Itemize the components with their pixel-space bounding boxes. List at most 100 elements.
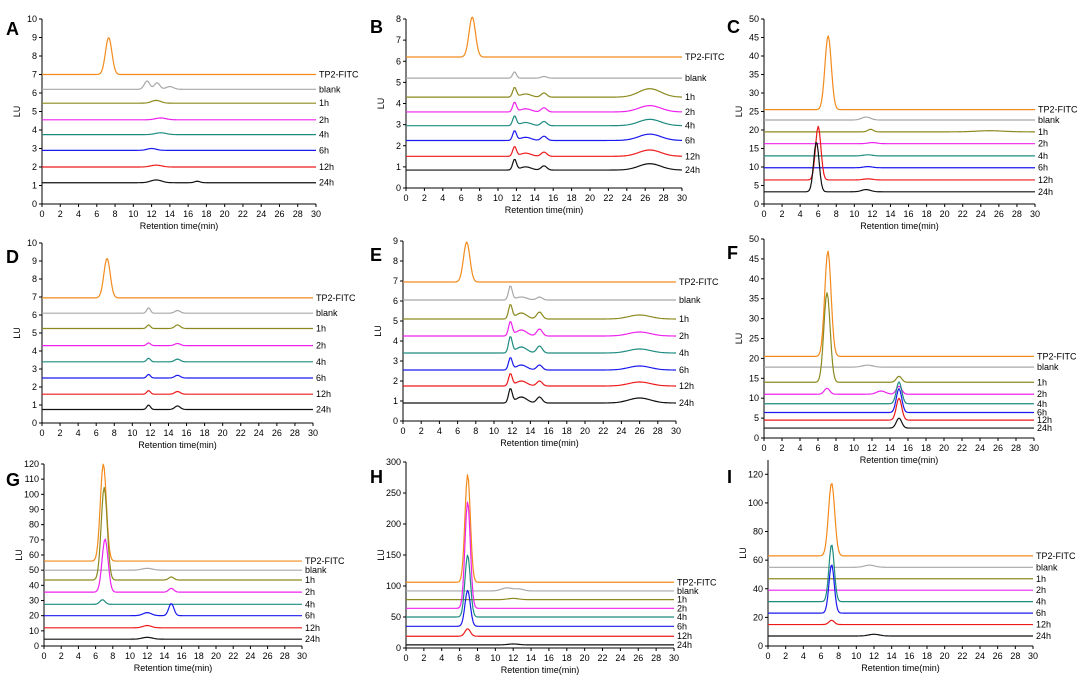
y-tick-label: 15 xyxy=(749,373,759,383)
trace-label: blank xyxy=(685,73,707,83)
y-tick-label: 2 xyxy=(32,162,37,172)
y-tick-label: 40 xyxy=(749,274,759,284)
y-tick-label: 2 xyxy=(32,382,37,392)
x-tick-label: 6 xyxy=(94,428,99,438)
x-tick-label: 18 xyxy=(200,428,210,438)
x-tick-label: 14 xyxy=(525,426,535,436)
x-tick-label: 28 xyxy=(659,193,669,203)
trace-tp2-fitc xyxy=(42,37,316,76)
trace-label: 1h xyxy=(305,575,315,585)
trace-tp2-fitc xyxy=(406,474,674,583)
y-tick-label: 3 xyxy=(32,144,37,154)
x-tick-label: 14 xyxy=(159,651,169,661)
x-tick-label: 30 xyxy=(677,193,687,203)
y-tick-label: 5 xyxy=(754,181,759,191)
y-tick-label: 10 xyxy=(749,393,759,403)
y-tick-label: 5 xyxy=(32,328,37,338)
trace-label: 24h xyxy=(679,398,694,408)
trace-24h xyxy=(44,636,302,640)
trace-1h xyxy=(403,304,676,320)
x-tick-label: 0 xyxy=(400,426,405,436)
y-tick-label: 70 xyxy=(29,535,39,545)
x-axis-title: Retention time(min) xyxy=(134,663,213,673)
x-tick-label: 30 xyxy=(1028,651,1038,661)
trace-label: TP2-FITC xyxy=(1036,551,1076,561)
y-tick-label: 25 xyxy=(749,107,759,117)
x-tick-label: 26 xyxy=(263,651,273,661)
trace-blank xyxy=(44,567,302,571)
x-tick-label: 8 xyxy=(110,651,115,661)
panel-letter: C xyxy=(727,17,740,37)
x-tick-label: 28 xyxy=(280,651,290,661)
x-axis-title: Retention time(min) xyxy=(860,455,939,465)
trace-label: 24h xyxy=(316,405,331,415)
x-tick-label: 14 xyxy=(526,653,536,663)
trace-6h xyxy=(44,603,302,617)
x-axis-title: Retention time(min) xyxy=(500,438,579,448)
x-tick-label: 12 xyxy=(867,209,877,219)
y-tick-label: 8 xyxy=(32,274,37,284)
trace-4h xyxy=(406,115,683,127)
y-tick-label: 90 xyxy=(29,505,39,515)
trace-label: 2h xyxy=(319,115,329,125)
x-tick-label: 18 xyxy=(921,443,931,453)
x-tick-label: 4 xyxy=(76,209,81,219)
trace-12h xyxy=(764,397,1034,421)
x-tick-label: 20 xyxy=(940,209,950,219)
trace-24h xyxy=(768,633,1033,637)
y-tick-label: 9 xyxy=(32,256,37,266)
y-tick-label: 4 xyxy=(32,125,37,135)
x-tick-label: 12 xyxy=(869,651,879,661)
x-tick-label: 8 xyxy=(477,193,482,203)
trace-tp2-fitc xyxy=(764,250,1034,358)
x-tick-label: 10 xyxy=(125,651,135,661)
trace-label: 4h xyxy=(1038,151,1048,161)
x-tick-label: 16 xyxy=(904,651,914,661)
x-tick-label: 0 xyxy=(403,193,408,203)
trace-1h xyxy=(42,99,316,104)
trace-label: TP2-FITC xyxy=(685,52,725,62)
trace-label: 6h xyxy=(1036,608,1046,618)
trace-label: 2h xyxy=(305,587,315,597)
x-tick-label: 4 xyxy=(440,193,445,203)
trace-6h xyxy=(406,589,674,627)
trace-tp2-fitc xyxy=(403,241,676,283)
y-tick-label: 120 xyxy=(24,459,39,469)
x-tick-label: 4 xyxy=(437,426,442,436)
trace-12h xyxy=(42,164,316,168)
trace-24h xyxy=(403,388,677,404)
trace-label: 12h xyxy=(1037,415,1052,425)
trace-blank xyxy=(406,71,682,79)
trace-label: 1h xyxy=(316,324,326,334)
panel-letter: B xyxy=(370,17,383,37)
x-tick-label: 22 xyxy=(238,209,248,219)
trace-label: blank xyxy=(1038,115,1060,125)
trace-2h xyxy=(764,385,1034,395)
x-tick-label: 18 xyxy=(194,651,204,661)
y-tick-label: 7 xyxy=(32,292,37,302)
panel-letter: H xyxy=(370,467,383,487)
trace-blank xyxy=(406,587,674,592)
y-axis-title: LU xyxy=(373,325,383,337)
y-tick-label: 40 xyxy=(29,580,39,590)
trace-2h xyxy=(403,321,676,337)
panel-letter: E xyxy=(370,245,382,265)
trace-6h xyxy=(42,373,313,379)
y-axis-title: LU xyxy=(734,333,744,345)
x-tick-label: 8 xyxy=(113,209,118,219)
y-tick-label: 1 xyxy=(32,181,37,191)
y-tick-label: 120 xyxy=(748,469,763,479)
y-tick-label: 250 xyxy=(386,488,401,498)
x-tick-label: 10 xyxy=(490,653,500,663)
x-tick-label: 16 xyxy=(548,193,558,203)
trace-tp2-fitc xyxy=(406,16,682,58)
y-tick-label: 0 xyxy=(396,183,401,193)
x-tick-label: 0 xyxy=(761,443,766,453)
x-tick-label: 10 xyxy=(127,428,137,438)
trace-label: 1h xyxy=(679,314,689,324)
y-axis-title: LU xyxy=(376,549,386,561)
y-tick-label: 8 xyxy=(396,14,401,24)
